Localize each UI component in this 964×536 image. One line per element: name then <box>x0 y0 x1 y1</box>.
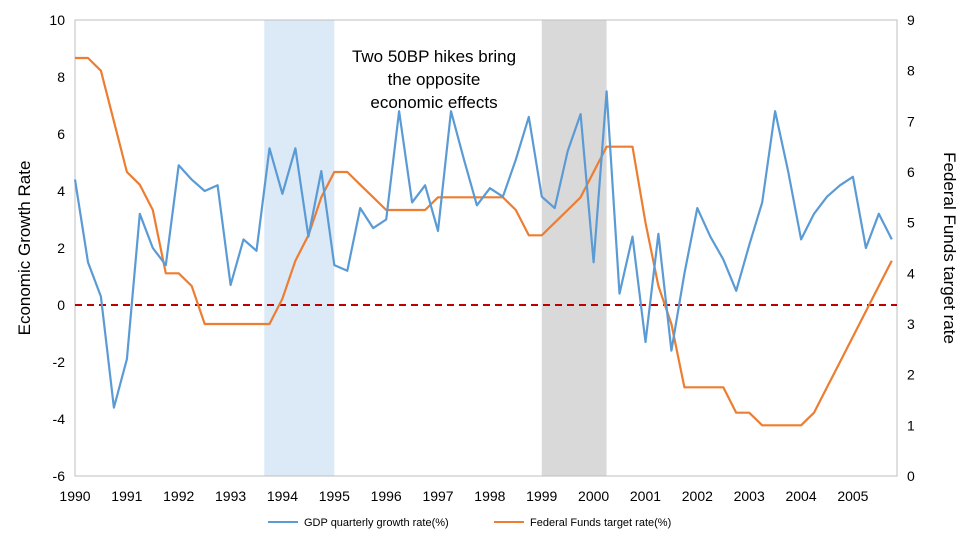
x-tick-label: 2003 <box>734 488 765 504</box>
x-tick-label: 1996 <box>371 488 402 504</box>
left-tick-label: 4 <box>57 183 65 199</box>
x-tick-label: 1993 <box>215 488 246 504</box>
annotation-line-1: Two 50BP hikes bring <box>352 47 516 66</box>
x-tick-label: 1990 <box>59 488 90 504</box>
right-tick-label: 5 <box>907 215 915 231</box>
right-tick-label: 4 <box>907 265 915 281</box>
x-axis-ticks: 1990 1991 1992 1993 1994 1995 1996 1997 1998 1999… <box>59 488 868 504</box>
gdp-growth-line <box>73 90 893 409</box>
left-tick-label: 2 <box>57 240 65 256</box>
x-tick-label: 1992 <box>163 488 194 504</box>
left-tick-label: 0 <box>57 297 65 313</box>
left-axis-title: Economic Growth Rate <box>15 161 34 336</box>
right-axis-title: Federal Funds target rate <box>940 152 959 344</box>
fed-funds-line <box>75 56 893 427</box>
right-tick-label: 1 <box>907 417 915 433</box>
right-tick-label: 0 <box>907 468 915 484</box>
x-tick-label: 2000 <box>578 488 609 504</box>
x-tick-label: 1998 <box>474 488 505 504</box>
legend-label-fed: Federal Funds target rate(%) <box>530 517 671 529</box>
series-lines <box>73 56 893 427</box>
right-axis-ticks: 0 1 2 3 4 5 6 7 8 9 <box>907 12 915 484</box>
left-tick-label: 10 <box>49 12 65 28</box>
annotation-line-3: economic effects <box>370 93 497 112</box>
shaded-period-2 <box>541 20 607 476</box>
legend: GDP quarterly growth rate(%) Federal Fun… <box>268 517 671 529</box>
left-axis-ticks: -6 -4 -2 0 2 4 6 8 10 <box>49 12 65 484</box>
x-tick-label: 2001 <box>630 488 661 504</box>
x-tick-label: 1994 <box>267 488 298 504</box>
x-tick-label: 2005 <box>837 488 868 504</box>
right-tick-label: 6 <box>907 164 915 180</box>
x-tick-label: 1995 <box>319 488 350 504</box>
left-tick-label: -6 <box>53 468 66 484</box>
x-tick-label: 2004 <box>785 488 816 504</box>
left-tick-label: 6 <box>57 126 65 142</box>
left-tick-label: -4 <box>53 411 66 427</box>
x-tick-label: 2002 <box>682 488 713 504</box>
right-tick-label: 3 <box>907 316 915 332</box>
right-tick-label: 7 <box>907 113 915 129</box>
right-tick-label: 2 <box>907 367 915 383</box>
left-tick-label: -2 <box>53 354 66 370</box>
legend-label-gdp: GDP quarterly growth rate(%) <box>304 517 449 529</box>
shaded-period-1 <box>264 20 335 476</box>
plot-area <box>74 19 898 477</box>
x-tick-label: 1997 <box>422 488 453 504</box>
left-tick-label: 8 <box>57 69 65 85</box>
x-tick-label: 1991 <box>111 488 142 504</box>
x-tick-label: 1999 <box>526 488 557 504</box>
annotation-line-2: the opposite <box>388 70 481 89</box>
right-tick-label: 9 <box>907 12 915 28</box>
right-tick-label: 8 <box>907 63 915 79</box>
